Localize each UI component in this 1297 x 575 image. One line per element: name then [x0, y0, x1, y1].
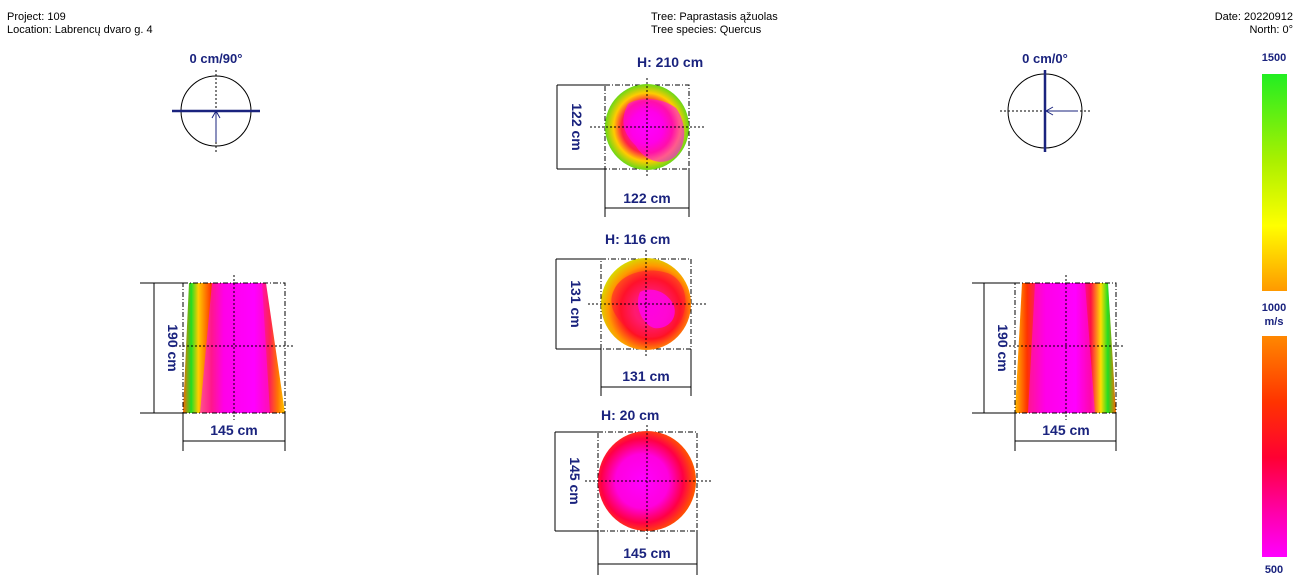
side-left-width: 145 cm [210, 422, 257, 438]
side-left-decay [200, 283, 270, 413]
species-value: Quercus [719, 24, 762, 36]
north-label: North: [1249, 24, 1280, 36]
section-2-diameter: 131 cm [568, 280, 584, 327]
side-right-height: 190 cm [995, 324, 1011, 371]
tree-info: Tree: Paprastasis ąžuolas Tree species: … [651, 11, 778, 37]
orientation-left-arrowhead [211, 109, 221, 119]
orientation-right: 0 cm/0° [1000, 51, 1090, 152]
legend-min-label: 500 [1265, 564, 1283, 575]
tree-label: Tree: [651, 11, 677, 23]
orientation-left: 0 cm/90° [172, 51, 260, 152]
section-2-depth: 131 cm [622, 368, 669, 384]
cross-section-1: H: 210 cm 122 cm 122 cm [556, 54, 705, 217]
project-info: Project: 109 Location: Labrencų dvaro g.… [7, 11, 153, 37]
project-value: 109 [47, 11, 66, 23]
location-label: Location: [7, 24, 52, 36]
section-3-depth: 145 cm [623, 545, 670, 561]
section-2-height: H: 116 cm [605, 231, 670, 247]
date-info: Date: 20220912 North: 0° [1215, 11, 1293, 37]
legend-mid-label: 1000 [1262, 302, 1286, 314]
section-1-diameter: 122 cm [569, 103, 585, 150]
project-label: Project: [7, 11, 45, 23]
cross-section-2: H: 116 cm 131 cm 131 cm [555, 231, 706, 396]
section-1-height: H: 210 cm [637, 54, 703, 70]
section-2-decay-core [637, 289, 675, 329]
side-right-decay [1028, 283, 1095, 413]
tree-value: Paprastasis ąžuolas [679, 11, 778, 23]
orientation-right-arrowhead [1044, 106, 1054, 116]
section-1-depth: 122 cm [623, 190, 670, 206]
north-value: 0° [1282, 24, 1293, 36]
velocity-legend: 1500 1000 m/s 500 [1262, 52, 1287, 575]
species-label: Tree species: [651, 24, 717, 36]
cross-section-3: H: 20 cm 145 cm 145 cm [554, 407, 712, 575]
section-3-height: H: 20 cm [601, 407, 659, 423]
legend-bar-lower [1262, 336, 1287, 557]
side-left-height: 190 cm [165, 324, 181, 371]
section-3-diameter: 145 cm [567, 457, 583, 504]
location-value: Labrencų dvaro g. 4 [54, 24, 153, 36]
legend-max-label: 1500 [1262, 52, 1286, 64]
legend-bar-upper [1262, 74, 1287, 291]
side-view-left: 190 cm 145 cm [140, 275, 295, 451]
side-view-right: 190 cm 145 cm [972, 275, 1125, 451]
side-right-width: 145 cm [1042, 422, 1089, 438]
date-value: 20220912 [1244, 11, 1293, 23]
date-label: Date: [1214, 11, 1241, 23]
legend-unit-label: m/s [1265, 316, 1284, 328]
section-1-decay-zone [623, 99, 685, 162]
orientation-right-label: 0 cm/0° [1022, 51, 1068, 66]
orientation-left-label: 0 cm/90° [190, 51, 243, 66]
